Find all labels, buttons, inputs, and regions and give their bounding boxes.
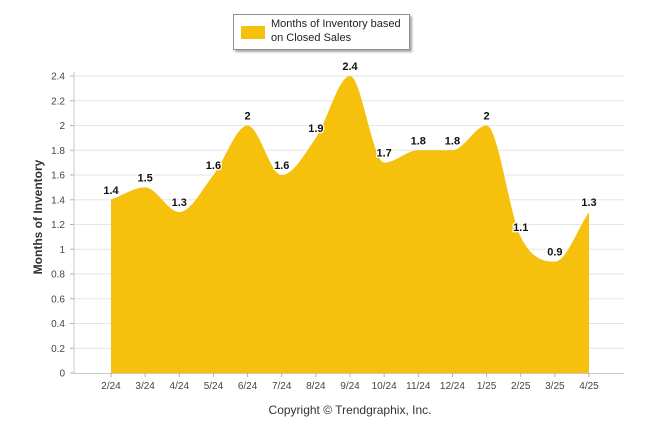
x-tick-label: 10/24 xyxy=(372,381,397,392)
area-series xyxy=(111,76,589,373)
x-tick-label: 5/24 xyxy=(204,381,224,392)
axes: 0 0.2 0.4 0.6 0.8 1 1.2 1.4 1.6 1.8 2 2.2 2.4 2/24 3/2… xyxy=(51,72,624,392)
data-label: 1.3 xyxy=(172,197,187,209)
legend-swatch xyxy=(241,26,265,39)
data-label: 1.1 xyxy=(513,222,528,234)
x-tick-label: 3/24 xyxy=(135,381,155,392)
data-label: 1.6 xyxy=(206,160,221,172)
data-label: 1.8 xyxy=(411,135,426,147)
data-label: 1.3 xyxy=(581,197,596,209)
x-tick-label: 9/24 xyxy=(340,381,360,392)
y-tick-label: 0.2 xyxy=(51,344,65,355)
y-tick-label: 1 xyxy=(59,245,65,256)
x-tick-label: 4/24 xyxy=(170,381,190,392)
data-label: 2.4 xyxy=(342,61,358,73)
x-tick-label: 8/24 xyxy=(306,381,326,392)
x-tick-label: 7/24 xyxy=(272,381,292,392)
y-tick-label: 1.4 xyxy=(51,195,65,206)
y-tick-label: 0.8 xyxy=(51,270,65,281)
legend: Months of Inventory based on Closed Sale… xyxy=(233,14,410,50)
data-label: 1.7 xyxy=(376,148,391,160)
x-tick-label: 6/24 xyxy=(238,381,258,392)
data-label: 0.9 xyxy=(547,247,562,259)
x-tick-label: 2/25 xyxy=(511,381,531,392)
y-tick-label: 2 xyxy=(59,121,65,132)
y-tick-label: 1.2 xyxy=(51,220,65,231)
y-tick-label: 1.6 xyxy=(51,171,65,182)
area-fill xyxy=(111,76,589,373)
copyright-text: Copyright © Trendgraphix, Inc. xyxy=(268,403,432,417)
data-label: 1.4 xyxy=(103,185,119,197)
data-label: 2 xyxy=(484,111,490,123)
data-label: 1.5 xyxy=(137,172,152,184)
x-tick-label: 4/25 xyxy=(579,381,599,392)
y-tick-label: 0.6 xyxy=(51,294,65,305)
data-labels: 1.4 1.5 1.3 1.6 2 1.6 1.9 2.4 1.7 1.8 1.8 2 1.1 0.9 1.… xyxy=(102,60,598,260)
x-tick-label: 1/25 xyxy=(477,381,497,392)
y-axis-title: Months of Inventory xyxy=(31,159,45,275)
data-label: 1.8 xyxy=(445,135,460,147)
y-tick-label: 1.8 xyxy=(51,146,65,157)
y-tick-label: 2.4 xyxy=(51,72,65,83)
x-tick-label: 3/25 xyxy=(545,381,565,392)
x-tick-label: 12/24 xyxy=(440,381,465,392)
data-label: 1.6 xyxy=(274,160,289,172)
y-tick-label: 0 xyxy=(59,369,65,380)
legend-label: Months of Inventory based on Closed Sale… xyxy=(271,18,401,44)
x-tick-label: 11/24 xyxy=(406,381,431,392)
data-label: 1.9 xyxy=(308,123,323,135)
y-tick-label: 2.2 xyxy=(51,96,65,107)
data-label: 2 xyxy=(245,111,251,123)
x-tick-label: 2/24 xyxy=(101,381,121,392)
y-tick-label: 0.4 xyxy=(51,319,65,330)
